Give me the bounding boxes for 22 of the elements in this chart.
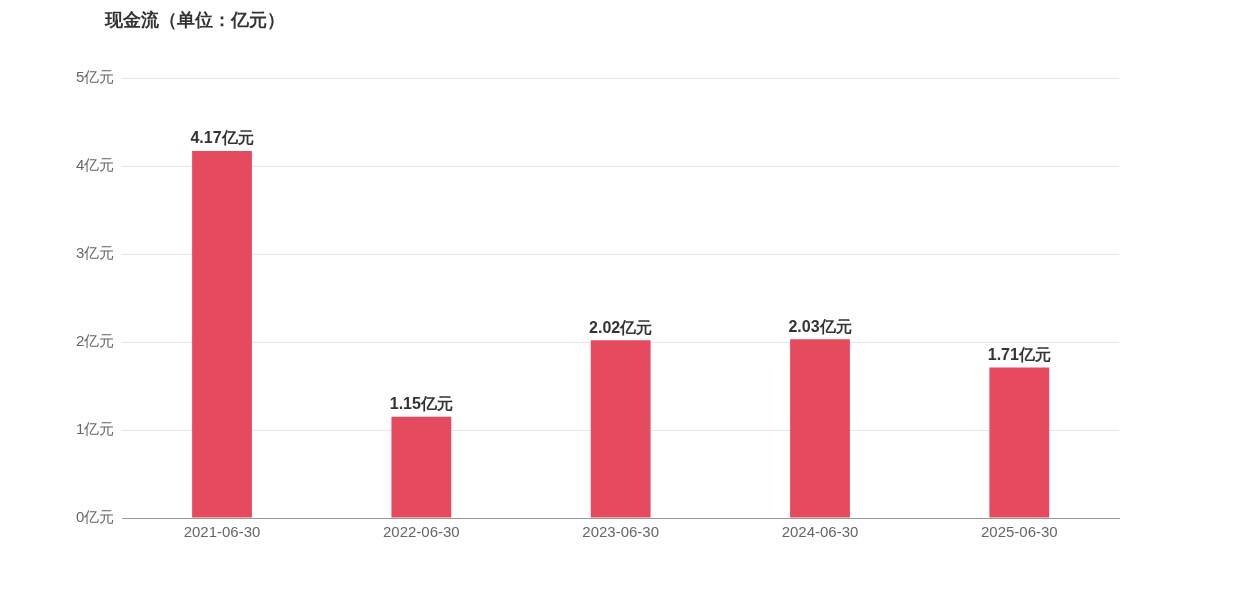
bar [989,367,1050,518]
data-label: 2.03亿元 [788,317,852,335]
bar [391,416,452,518]
x-tick-label: 2021-06-30 [183,523,261,541]
x-tick-label: 2023-06-30 [582,523,660,541]
bar [590,340,651,518]
x-tick-label: 2025-06-30 [980,523,1058,541]
x-tick-label: 2022-06-30 [382,523,460,541]
x-tick-label: 2024-06-30 [781,523,859,541]
y-tick-label: 1亿元 [76,420,115,438]
data-label: 1.71亿元 [987,345,1051,363]
data-label: 1.15亿元 [389,395,453,413]
data-label: 2.02亿元 [589,318,653,336]
chart-title: 现金流（单位：亿元） [105,9,285,32]
bar [790,339,850,518]
bar [192,151,252,518]
y-tick-label: 0亿元 [76,508,115,526]
data-label: 4.17亿元 [190,129,254,147]
y-tick-label: 2亿元 [76,332,115,350]
y-tick-label: 5亿元 [76,68,115,86]
y-tick-label: 3亿元 [76,244,115,262]
y-tick-label: 4亿元 [76,156,115,174]
